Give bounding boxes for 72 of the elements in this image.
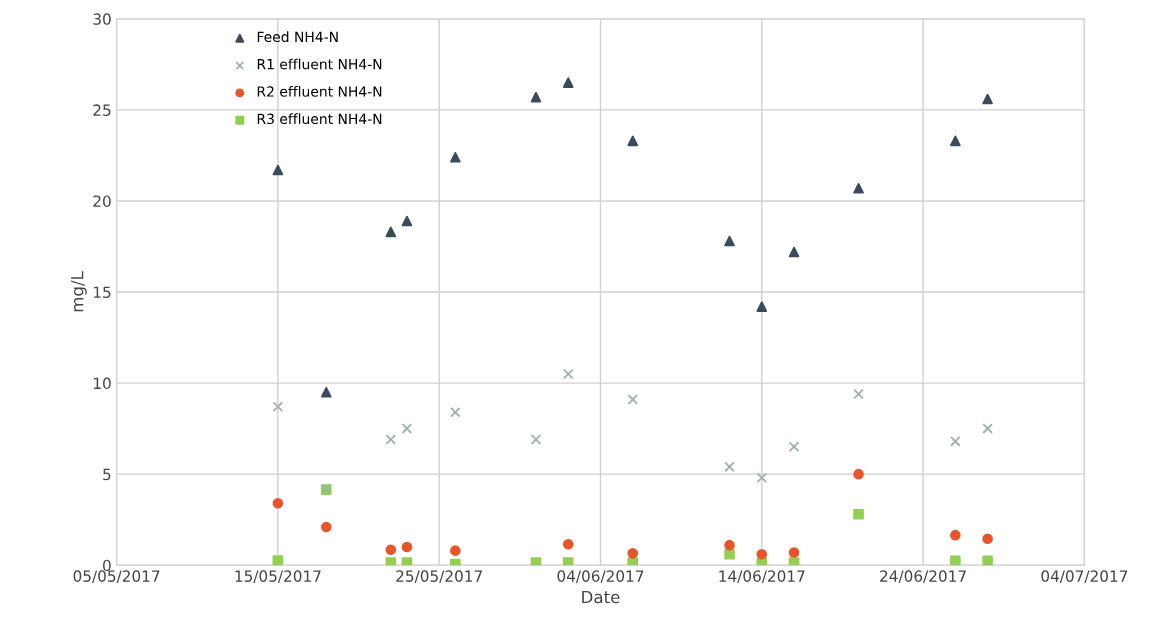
point xyxy=(627,135,639,147)
point xyxy=(450,151,461,163)
point xyxy=(756,301,768,312)
y-tick-label: 30 xyxy=(93,13,111,25)
x-tick-label: 04/06/2017 xyxy=(557,570,644,584)
point xyxy=(562,77,574,88)
point xyxy=(853,508,864,520)
point xyxy=(272,497,284,509)
point xyxy=(853,468,864,480)
point xyxy=(950,436,961,447)
y-tick-label: 0 xyxy=(103,559,111,572)
point xyxy=(562,538,574,550)
x-tick-label: 24/06/2017 xyxy=(880,570,966,584)
point xyxy=(450,545,461,556)
y-tick-label: 10 xyxy=(93,377,111,390)
point xyxy=(982,555,993,566)
y-axis-title: mg/L xyxy=(71,271,87,312)
point xyxy=(401,215,413,227)
point xyxy=(724,548,735,560)
point xyxy=(401,423,413,434)
point xyxy=(385,544,397,556)
point xyxy=(272,164,284,176)
point xyxy=(788,441,800,453)
point xyxy=(385,434,397,445)
point xyxy=(385,557,397,566)
x-tick-label: 14/06/2017 xyxy=(719,570,805,584)
point xyxy=(788,547,800,558)
point xyxy=(385,226,397,238)
y-tick-label: 5 xyxy=(103,468,111,481)
point xyxy=(724,235,735,247)
y-tick-label: 15 xyxy=(93,286,111,299)
point xyxy=(272,401,284,413)
point xyxy=(756,548,768,560)
point xyxy=(627,548,639,559)
x-tick-label: 15/05/2017 xyxy=(235,570,321,584)
point xyxy=(724,539,735,551)
point xyxy=(853,182,864,194)
point xyxy=(530,557,542,566)
point xyxy=(982,533,993,545)
point xyxy=(788,246,800,258)
point xyxy=(788,557,800,566)
point xyxy=(724,461,735,473)
x-tick-label: 25/05/2017 xyxy=(396,570,482,584)
legend-label: R1 effluent NH4-N xyxy=(257,58,382,70)
point xyxy=(320,386,332,398)
point xyxy=(982,423,993,434)
point xyxy=(562,557,574,566)
point xyxy=(272,555,284,566)
legend-label: R2 effluent NH4-N xyxy=(257,86,382,97)
y-tick-label: 25 xyxy=(93,104,111,116)
point xyxy=(627,394,639,405)
point xyxy=(450,406,461,418)
point xyxy=(756,472,768,484)
point xyxy=(401,541,413,553)
point xyxy=(450,558,461,566)
legend-label: R3 effluent NH4-N xyxy=(257,113,382,125)
legend-label: Feed NH4-N xyxy=(257,31,338,43)
point xyxy=(950,529,961,541)
point xyxy=(320,521,332,533)
point xyxy=(950,135,961,147)
point xyxy=(950,555,961,566)
point xyxy=(627,557,639,566)
x-tick-label: 04/07/2017 xyxy=(1041,570,1128,584)
point xyxy=(530,91,542,103)
point xyxy=(530,434,542,445)
x-axis-title: Date xyxy=(582,590,620,604)
x-tick-label: 05/05/2017 xyxy=(73,570,160,584)
y-tick-label: 20 xyxy=(93,195,111,207)
point xyxy=(401,557,413,566)
point xyxy=(853,388,864,400)
point xyxy=(982,93,993,105)
point xyxy=(562,368,574,380)
